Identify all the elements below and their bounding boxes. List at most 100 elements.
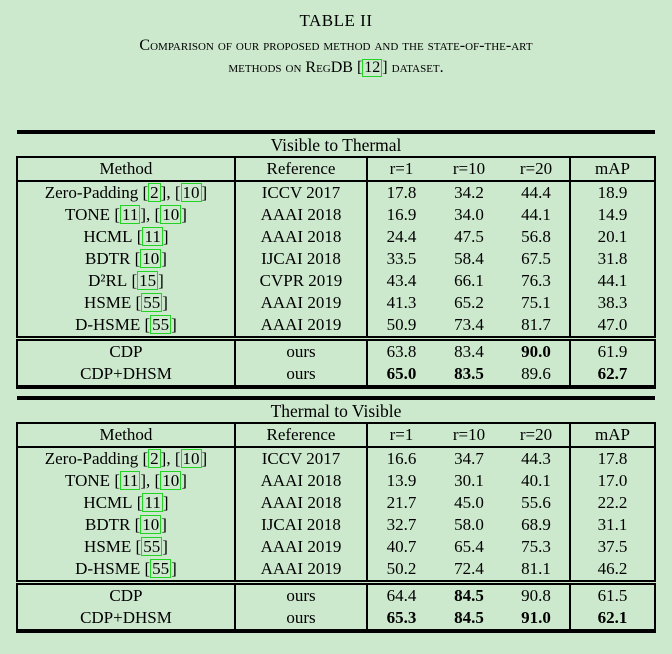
value-cell-r10: 65.4 bbox=[454, 537, 484, 556]
table-row: HSME [55] AAAI 2019 40.7 65.4 75.3 37.5 bbox=[15, 536, 657, 558]
value-cell-map: 61.9 bbox=[569, 336, 657, 363]
value-cell-r1: 65.3 bbox=[386, 608, 417, 627]
caption-line-1: Comparison of our proposed method and th… bbox=[139, 37, 533, 54]
citation-link[interactable]: 10 bbox=[180, 183, 202, 202]
value-cell-map: 38.3 bbox=[569, 292, 657, 314]
citation-link[interactable]: 55 bbox=[141, 293, 163, 312]
citation-link[interactable]: 11 bbox=[119, 205, 141, 224]
method-cell: HSME [55] bbox=[15, 292, 236, 314]
reference-cell: AAAI 2019 bbox=[234, 536, 368, 558]
value-cell-r1: 16.6 bbox=[386, 449, 417, 468]
value-cell-r1: 41.3 bbox=[386, 293, 417, 312]
value-cell-r10: 47.5 bbox=[454, 227, 484, 246]
caption-line2-pre: methods on RegDB [ bbox=[228, 59, 363, 76]
value-cell-r20: 75.1 bbox=[502, 292, 571, 314]
value-cell-r20: 55.6 bbox=[502, 492, 571, 514]
value-cell-r20: 67.5 bbox=[502, 248, 571, 270]
table-row: BDTR [10] IJCAI 2018 33.5 58.4 67.5 31.8 bbox=[15, 248, 657, 270]
value-cell-r1: 40.7 bbox=[386, 537, 417, 556]
value-cell-r10: 73.4 bbox=[454, 315, 484, 334]
value-cell-r20: 89.6 bbox=[502, 363, 571, 387]
value-cell-r20: 68.9 bbox=[502, 514, 571, 536]
reference-cell: AAAI 2019 bbox=[234, 558, 368, 583]
value-cell-map: 44.1 bbox=[569, 270, 657, 292]
value-cell-map: 37.5 bbox=[569, 536, 657, 558]
column-header-method: Method bbox=[15, 157, 236, 182]
column-header-r10: r=10 bbox=[434, 157, 503, 182]
citation-link[interactable]: 11 bbox=[119, 471, 141, 490]
value-cell-map: 14.9 bbox=[569, 204, 657, 226]
value-cell-r10: 84.5 bbox=[434, 580, 503, 607]
table-subtitle: Thermal to Visible bbox=[16, 398, 656, 424]
citation-link[interactable]: 10 bbox=[140, 515, 162, 534]
table-row: Zero-Padding [2], [10] ICCV 2017 17.8 34.2 4… bbox=[15, 181, 657, 204]
citation-link[interactable]: 2 bbox=[148, 183, 161, 202]
table-row: TONE [11], [10] AAAI 2018 13.9 30.1 40.1 17.0 bbox=[15, 470, 657, 492]
value-cell-r20: 44.4 bbox=[502, 181, 571, 204]
method-cell: HSME [55] bbox=[15, 536, 236, 558]
table-row: CDP+DHSM ours 65.0 83.5 89.6 62.7 bbox=[15, 363, 657, 387]
value-cell-r10: 72.4 bbox=[454, 559, 484, 578]
citation-link[interactable]: 55 bbox=[150, 315, 172, 334]
table-row: HCML [11] AAAI 2018 21.7 45.0 55.6 22.2 bbox=[15, 492, 657, 514]
value-cell-r10: 34.2 bbox=[454, 183, 484, 202]
thermal-to-visible-table: Thermal to Visible Method Reference r=1 r=10… bbox=[15, 396, 657, 633]
value-cell-r20: 40.1 bbox=[502, 470, 571, 492]
column-header-reference: Reference bbox=[234, 423, 368, 448]
method-cell: CDP bbox=[15, 580, 236, 607]
citation-link[interactable]: 55 bbox=[141, 537, 163, 556]
value-cell-r20: 81.7 bbox=[502, 314, 571, 339]
reference-cell: ours bbox=[234, 336, 368, 363]
table-subtitle: Visible to Thermal bbox=[16, 132, 656, 158]
citation-link[interactable]: 55 bbox=[150, 559, 172, 578]
value-cell-r1: 16.9 bbox=[386, 205, 417, 224]
reference-cell: AAAI 2019 bbox=[234, 314, 368, 339]
column-header-method: Method bbox=[15, 423, 236, 448]
column-header-r1: r=1 bbox=[366, 423, 435, 448]
value-cell-r1: 17.8 bbox=[386, 183, 417, 202]
value-cell-map: 20.1 bbox=[569, 226, 657, 248]
caption-line-2: methods on RegDB [12] dataset. bbox=[0, 57, 672, 79]
method-cell: BDTR [10] bbox=[15, 514, 236, 536]
citation-link[interactable]: 12 bbox=[362, 59, 383, 77]
reference-cell: ICCV 2017 bbox=[234, 447, 368, 470]
value-cell-r10: 66.1 bbox=[454, 271, 484, 290]
table-number-heading: TABLE II bbox=[299, 11, 373, 30]
value-cell-r1: 64.4 bbox=[366, 580, 435, 607]
value-cell-r20: 90.0 bbox=[502, 336, 571, 363]
value-cell-r10: 34.7 bbox=[454, 449, 484, 468]
citation-link[interactable]: 2 bbox=[148, 449, 161, 468]
column-header-r1: r=1 bbox=[366, 157, 435, 182]
value-cell-r20: 44.1 bbox=[502, 204, 571, 226]
value-cell-r1: 65.0 bbox=[386, 364, 417, 383]
column-header-row: Method Reference r=1 r=10 r=20 mAP bbox=[15, 423, 657, 448]
method-cell: D²RL [15] bbox=[15, 270, 236, 292]
citation-link[interactable]: 10 bbox=[160, 205, 182, 224]
table-row: D-HSME [55] AAAI 2019 50.9 73.4 81.7 47.0 bbox=[15, 314, 657, 339]
citation-link[interactable]: 11 bbox=[142, 227, 163, 246]
value-cell-r1: 50.9 bbox=[386, 315, 417, 334]
citation-link[interactable]: 10 bbox=[180, 449, 202, 468]
method-cell: TONE [11], [10] bbox=[15, 204, 236, 226]
value-cell-r10: 58.0 bbox=[454, 515, 484, 534]
value-cell-r10: 83.4 bbox=[434, 336, 503, 363]
table-subtitle-row: Visible to Thermal bbox=[16, 132, 656, 158]
value-cell-r10: 84.5 bbox=[454, 608, 484, 627]
citation-link[interactable]: 10 bbox=[160, 471, 182, 490]
table-row: D-HSME [55] AAAI 2019 50.2 72.4 81.1 46.2 bbox=[15, 558, 657, 583]
citation-link[interactable]: 15 bbox=[137, 271, 159, 290]
value-cell-r20: 44.3 bbox=[502, 447, 571, 470]
method-cell: HCML [11] bbox=[15, 226, 236, 248]
table-subtitle-row: Thermal to Visible bbox=[16, 398, 656, 424]
value-cell-map: 62.1 bbox=[569, 607, 657, 631]
reference-cell: IJCAI 2018 bbox=[234, 514, 368, 536]
citation-link[interactable]: 10 bbox=[140, 249, 162, 268]
value-cell-r10: 45.0 bbox=[454, 493, 484, 512]
table-row: CDP ours 64.4 84.5 90.8 61.5 bbox=[15, 580, 657, 607]
value-cell-r1: 43.4 bbox=[386, 271, 417, 290]
value-cell-r20: 81.1 bbox=[502, 558, 571, 583]
method-cell: D-HSME [55] bbox=[15, 558, 236, 583]
column-header-r20: r=20 bbox=[502, 423, 571, 448]
value-cell-r1: 63.8 bbox=[366, 336, 435, 363]
citation-link[interactable]: 11 bbox=[142, 493, 163, 512]
